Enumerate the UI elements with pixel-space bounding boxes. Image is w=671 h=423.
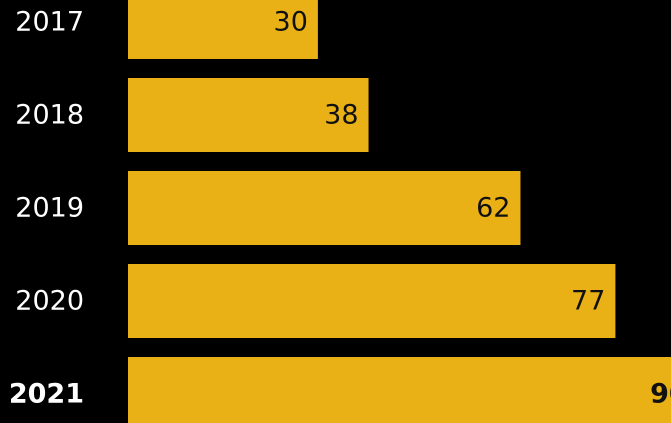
- category-label-2021: 2021: [9, 379, 84, 410]
- value-label-2021: 90: [650, 379, 671, 410]
- bar-2020: [128, 264, 616, 338]
- bar-2021: [128, 357, 671, 423]
- bar-2019: [128, 171, 521, 245]
- value-label-2018: 38: [324, 100, 358, 131]
- category-label-2018: 2018: [15, 100, 84, 131]
- value-label-2019: 62: [476, 193, 510, 224]
- bar-2017: [128, 0, 318, 59]
- bars-layer: [128, 0, 671, 423]
- category-labels: 2017 2018 2019 2020 2021: [9, 7, 84, 410]
- value-labels: 30 38 62 77 90: [274, 7, 671, 410]
- category-label-2017: 2017: [15, 7, 84, 38]
- bar-2018: [128, 78, 369, 152]
- category-label-2019: 2019: [15, 193, 84, 224]
- value-label-2017: 30: [274, 7, 308, 38]
- value-label-2020: 77: [571, 286, 605, 317]
- category-label-2020: 2020: [15, 286, 84, 317]
